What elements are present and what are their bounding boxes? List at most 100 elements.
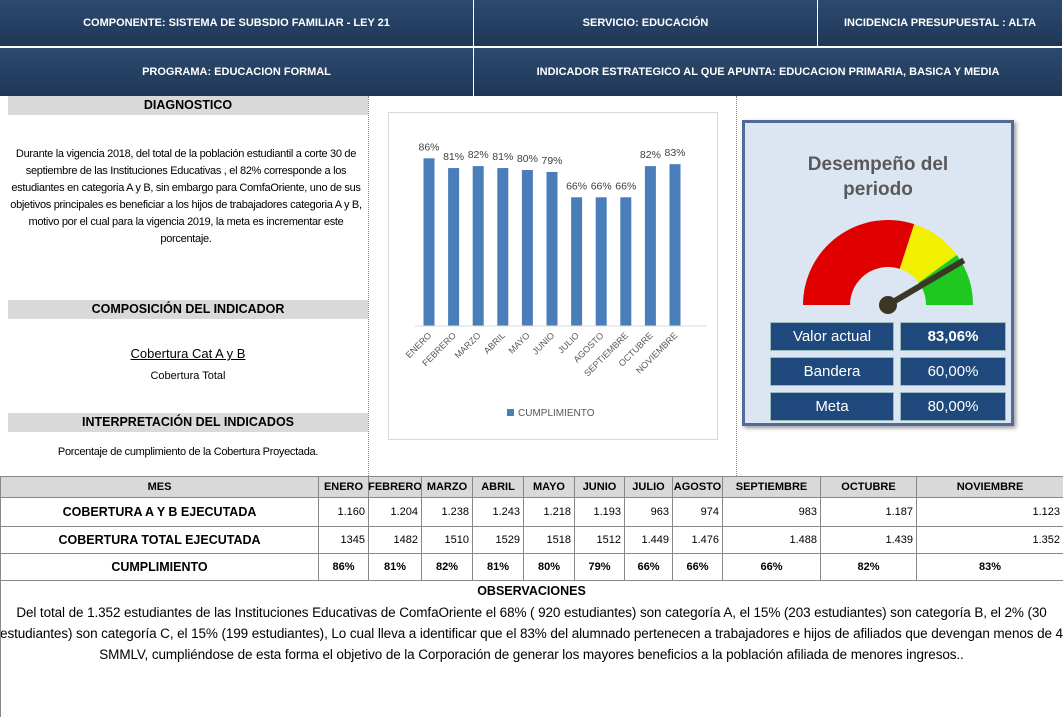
x-tick-label: MAYO: [506, 330, 531, 355]
data-label: 86%: [418, 141, 439, 153]
gauge-needle: [886, 257, 966, 308]
table-cell: 963: [624, 497, 673, 527]
table-cell: 1512: [574, 526, 625, 554]
table-cell: 1.352: [916, 526, 1063, 554]
table-cell: 66%: [672, 553, 723, 581]
table-cell: 983: [722, 497, 821, 527]
table-cell: 1.218: [523, 497, 575, 527]
table-cell: 66%: [624, 553, 673, 581]
data-label: 66%: [615, 180, 636, 192]
table-cell: 1.439: [820, 526, 917, 554]
table-cell: 1.160: [318, 497, 369, 527]
data-label: 81%: [443, 151, 464, 163]
gauge-yellow: [899, 224, 957, 283]
section-title: COMPOSICIÓN DEL INDICADOR: [8, 300, 368, 319]
paragraph: Del total de 1.352 estudiantes de las In…: [0, 605, 1063, 662]
gauge-green: [918, 255, 973, 305]
x-tick-label: JUNIO: [530, 330, 556, 356]
table-cell: 1.476: [672, 526, 723, 554]
table-cell: 1345: [318, 526, 369, 554]
paragraph: Porcentaje de cumplimiento de la Cobertu…: [57, 446, 319, 458]
gauge-row-label: Meta: [770, 392, 894, 421]
table-cell: 1.123: [916, 497, 1063, 527]
data-label: 66%: [566, 180, 587, 192]
bar: [620, 197, 632, 326]
section-title: INTERPRETACIÓN DEL INDICADOS: [8, 413, 368, 432]
denominator: Cobertura Total: [150, 370, 226, 382]
table-header-cell: OCTUBRE: [820, 476, 917, 498]
table-cell: 81%: [472, 553, 524, 581]
table-cell: COBERTURA A Y B EJECUTADA: [0, 497, 319, 527]
table-cell: 1482: [368, 526, 422, 554]
table-header-cell: NOVIEMBRE: [916, 476, 1063, 498]
gauge-row-value: 80,00%: [900, 392, 1006, 421]
bar: [571, 197, 583, 326]
table-cell: 82%: [421, 553, 473, 581]
table-header-cell: FEBRERO: [368, 476, 422, 498]
table-cell: 974: [672, 497, 723, 527]
table-cell: 1.488: [722, 526, 821, 554]
x-tick-label: MARZO: [453, 330, 483, 360]
table-cell: 86%: [318, 553, 369, 581]
table-cell: 1.193: [574, 497, 625, 527]
table-header-cell: JULIO: [624, 476, 673, 498]
x-tick-label: ABRIL: [482, 330, 507, 355]
table-cell: 1.187: [820, 497, 917, 527]
table-cell: 80%: [523, 553, 575, 581]
bar: [644, 166, 656, 326]
table-cell: 81%: [368, 553, 422, 581]
header-cell: COMPONENTE: SISTEMA DE SUBSDIO FAMILIAR …: [0, 0, 474, 46]
data-label: 79%: [541, 155, 562, 167]
data-label: 81%: [492, 151, 513, 163]
gauge-row-label: Bandera: [770, 357, 894, 386]
table-header-cell: MES: [0, 476, 319, 498]
header-cell: PROGRAMA: EDUCACION FORMAL: [0, 48, 474, 96]
gauge-hub: [879, 296, 897, 314]
paragraph: Durante la vigencia 2018, del total de l…: [10, 148, 362, 245]
gauge-red: [803, 219, 915, 305]
table-cell: 1529: [472, 526, 524, 554]
table-cell: 1.204: [368, 497, 422, 527]
header-cell: INCIDENCIA PRESUPUESTAL : ALTA: [818, 0, 1063, 46]
table-cell: 1.238: [421, 497, 473, 527]
bar: [472, 166, 484, 326]
gauge-row-value: 83,06%: [900, 322, 1006, 351]
gauge-title: Desempeño del periodo: [807, 154, 949, 200]
header-cell: SERVICIO: EDUCACIÓN: [474, 0, 818, 46]
table-header-cell: ABRIL: [472, 476, 524, 498]
header-cell: INDICADOR ESTRATEGICO AL QUE APUNTA: EDU…: [474, 48, 1063, 96]
table-cell: CUMPLIMIENTO: [0, 553, 319, 581]
chart: 86%ENERO81%FEBRERO82%MARZO81%ABRIL80%MAY…: [388, 112, 718, 440]
gauge: [803, 219, 973, 314]
bar: [546, 171, 558, 326]
table-cell: 1.243: [472, 497, 524, 527]
divider: [736, 96, 737, 476]
table-header-cell: AGOSTO: [672, 476, 723, 498]
table-header-cell: MAYO: [523, 476, 575, 498]
data-label: 82%: [640, 149, 661, 161]
bar: [521, 170, 533, 326]
table-cell: COBERTURA TOTAL EJECUTADA: [0, 526, 319, 554]
data-label: 66%: [591, 180, 612, 192]
legend-label: CUMPLIMIENTO: [518, 408, 595, 419]
bar: [448, 168, 460, 326]
gauge-row-value: 60,00%: [900, 357, 1006, 386]
data-label: 80%: [517, 153, 538, 165]
divider: [368, 96, 369, 476]
table-cell: 79%: [574, 553, 625, 581]
table-cell: 1.449: [624, 526, 673, 554]
table-header-cell: JUNIO: [574, 476, 625, 498]
bar: [423, 158, 435, 326]
bar: [669, 164, 681, 326]
data-label: 83%: [664, 147, 685, 159]
table-cell: 66%: [722, 553, 821, 581]
table-cell: 1518: [523, 526, 575, 554]
table-cell: 1510: [421, 526, 473, 554]
legend-swatch: [507, 409, 514, 416]
bar: [497, 168, 509, 326]
section-title: DIAGNOSTICO: [8, 96, 368, 115]
table-header-cell: MARZO: [421, 476, 473, 498]
border: [0, 580, 1, 717]
table-header-cell: ENERO: [318, 476, 369, 498]
